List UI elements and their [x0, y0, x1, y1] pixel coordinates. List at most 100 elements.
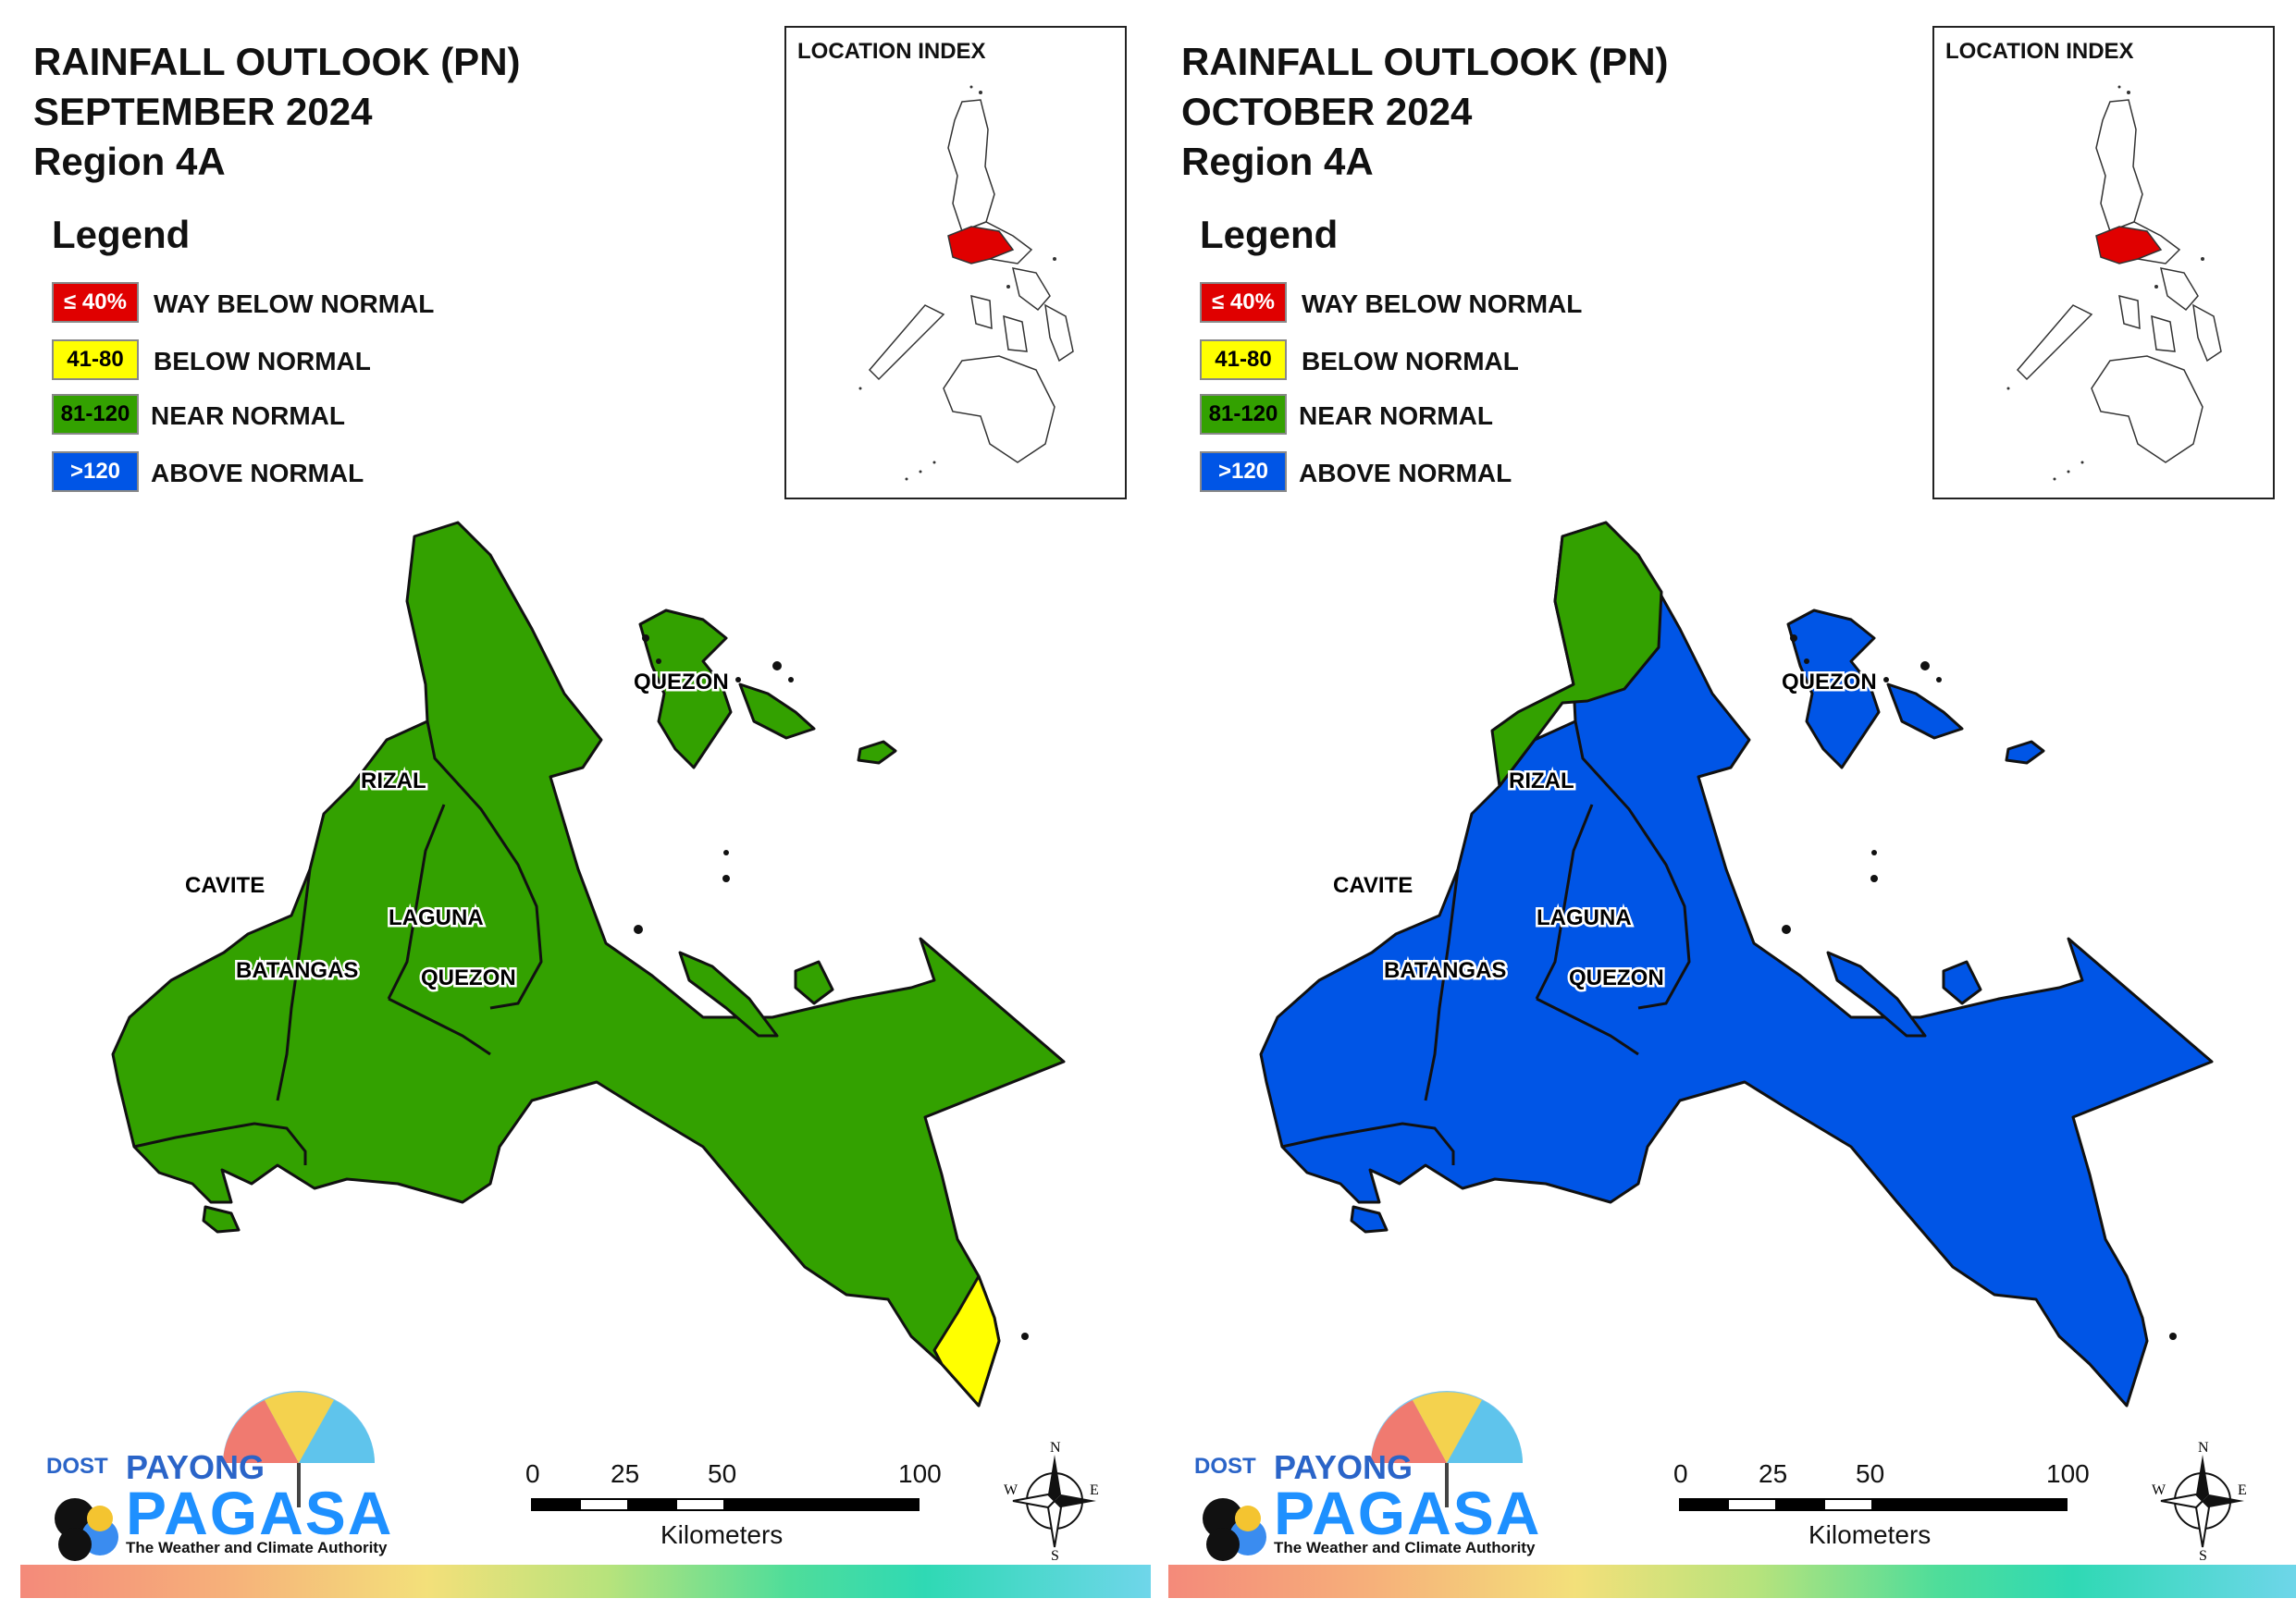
map-title: RAINFALL OUTLOOK (PN) OCTOBER 2024 Regio… — [1181, 37, 1669, 187]
scale-segment — [579, 1498, 629, 1511]
scale-segment — [627, 1498, 677, 1511]
map-title-line-2: OCTOBER 2024 — [1181, 90, 1473, 133]
scale-unit: Kilometers — [1808, 1520, 1932, 1549]
legend-label: BELOW NORMAL — [154, 347, 371, 375]
dost-label: DOST — [46, 1454, 108, 1479]
logo-tagline: The Weather and Climate Authority — [126, 1539, 388, 1556]
map-title: RAINFALL OUTLOOK (PN) SEPTEMBER 2024 Reg… — [33, 37, 521, 187]
scale-tick: 100 — [898, 1459, 942, 1488]
bondoc-peninsula — [1826, 951, 1927, 1038]
region-4a-highlight — [2095, 226, 2163, 264]
place-label-rizal: RIZAL — [1509, 768, 1574, 793]
region-4a-map: QUEZON RIZAL CAVITE LAGUNA BATANGAS QUEZ… — [111, 521, 1066, 1408]
scale-tick: 25 — [611, 1459, 640, 1488]
compass-icon: N E S W — [1004, 1440, 1099, 1564]
location-index-title: LOCATION INDEX — [1945, 39, 2134, 64]
payong-label: PAYONG — [1274, 1448, 1413, 1486]
quezon-north-island — [1786, 609, 1881, 769]
small-island — [794, 960, 834, 1005]
se-tip-region — [932, 1274, 1001, 1408]
compass-w: W — [2152, 1482, 2166, 1498]
legend-swatch: ≤ 40% — [1200, 282, 1287, 323]
scale-segment — [723, 1498, 920, 1511]
scale-tick: 100 — [2046, 1459, 2090, 1488]
legend-swatch: 41-80 — [52, 339, 139, 380]
province-boundary — [133, 1122, 307, 1165]
outlook-panel-september: RAINFALL OUTLOOK (PN) SEPTEMBER 2024 Reg… — [20, 26, 1151, 1598]
quezon-north-island — [638, 609, 733, 769]
scale-segment — [1775, 1498, 1825, 1511]
legend-swatch: >120 — [52, 451, 139, 492]
place-label-rizal: RIZAL — [361, 768, 426, 793]
dost-label: DOST — [1194, 1454, 1256, 1479]
small-island — [202, 1205, 241, 1234]
location-index-inset: LOCATION INDEX — [784, 26, 1127, 499]
payong-label: PAYONG — [126, 1448, 265, 1486]
umbrella-icon — [55, 1391, 375, 1561]
legend-label: ABOVE NORMAL — [1299, 459, 1512, 487]
province-boundary — [426, 720, 543, 1010]
place-label-cavite: CAVITE — [185, 873, 265, 898]
scale-tick: 0 — [525, 1459, 540, 1488]
mainland-region — [111, 521, 1066, 1408]
pagasa-wordmark: PAGASA — [126, 1479, 394, 1547]
small-island — [2005, 740, 2045, 765]
bondoc-peninsula — [678, 951, 779, 1038]
legend-swatch: 81-120 — [52, 394, 139, 435]
scale-bar: 0 25 50 100 Kilometers — [525, 1459, 942, 1561]
ne-near-normal-region — [1490, 521, 1663, 788]
place-label-quezon-south: QUEZON — [1569, 965, 1664, 990]
quezon-east-island — [1886, 682, 1964, 740]
logo-tagline: The Weather and Climate Authority — [1274, 1539, 1536, 1556]
offshore-islets — [634, 634, 1029, 1340]
compass-s: S — [2199, 1548, 2207, 1561]
province-boundary — [276, 868, 312, 1101]
map-title-line-3: Region 4A — [33, 140, 226, 183]
legend-label: ABOVE NORMAL — [151, 459, 364, 487]
legend-label: WAY BELOW NORMAL — [1302, 289, 1583, 318]
legend-swatch: >120 — [1200, 451, 1287, 492]
place-label-quezon-north: QUEZON — [1782, 670, 1877, 695]
map-title-line-2: SEPTEMBER 2024 — [33, 90, 373, 133]
compass-n: N — [2198, 1441, 2209, 1456]
place-label-quezon-north: QUEZON — [634, 670, 729, 695]
quezon-east-island — [738, 682, 816, 740]
scale-segment — [531, 1498, 581, 1511]
scale-segment — [1679, 1498, 1729, 1511]
scale-segment — [1823, 1498, 1873, 1511]
map-title-line-3: Region 4A — [1181, 140, 1374, 183]
place-label-quezon-south: QUEZON — [421, 965, 516, 990]
mainland-region — [1259, 521, 2214, 1408]
province-boundary — [388, 997, 491, 1056]
legend-label: BELOW NORMAL — [1302, 347, 1519, 375]
compass-n: N — [1050, 1441, 1061, 1456]
place-label-batangas: BATANGAS — [236, 958, 358, 983]
outlook-panel-october: RAINFALL OUTLOOK (PN) OCTOBER 2024 Regio… — [1148, 0, 2296, 1623]
map-title-line-1: RAINFALL OUTLOOK (PN) — [33, 40, 521, 83]
province-boundary — [1424, 868, 1460, 1101]
province-boundary — [1281, 1122, 1455, 1165]
scale-bar: 0 25 50 100 Kilometers — [1673, 1459, 2090, 1561]
province-boundary — [1574, 720, 1691, 1010]
compass-w: W — [1004, 1482, 1018, 1498]
province-boundary — [387, 804, 446, 1000]
region-4a-map: QUEZON RIZAL CAVITE LAGUNA BATANGAS QUEZ… — [1259, 521, 2214, 1408]
place-label-laguna: LAGUNA — [1537, 905, 1632, 930]
scale-segment — [1727, 1498, 1777, 1511]
region-4a-highlight — [947, 226, 1015, 264]
legend-swatch: 41-80 — [1200, 339, 1287, 380]
legend-title: Legend — [1200, 213, 1339, 256]
scale-tick: 25 — [1759, 1459, 1788, 1488]
offshore-islets — [1782, 634, 2177, 1340]
scale-tick: 50 — [1856, 1459, 1885, 1488]
scale-tick: 50 — [708, 1459, 737, 1488]
map-title-line-1: RAINFALL OUTLOOK (PN) — [1181, 40, 1669, 83]
compass-e: E — [2238, 1482, 2247, 1498]
footer-gradient-bar — [1168, 1565, 2296, 1598]
legend-label: NEAR NORMAL — [151, 401, 345, 430]
footer-gradient-bar — [20, 1565, 1151, 1598]
legend-swatch: ≤ 40% — [52, 282, 139, 323]
payong-pagasa-logo: DOST PAYONG PAGASA The Weather and Clima… — [33, 1387, 413, 1563]
province-boundary — [1536, 997, 1639, 1056]
place-label-cavite: CAVITE — [1333, 873, 1413, 898]
